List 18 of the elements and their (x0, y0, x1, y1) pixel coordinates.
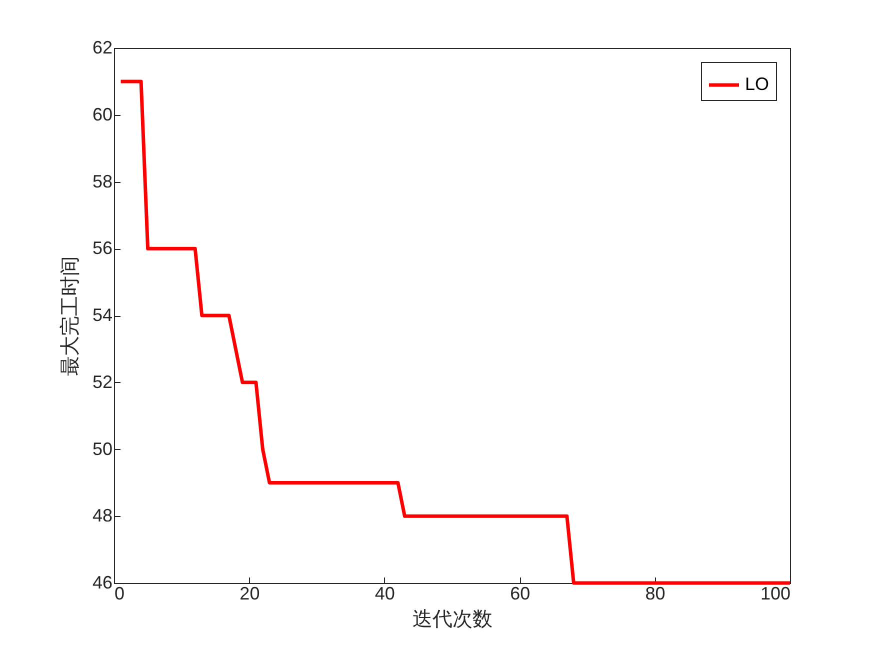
y-tick-label: 54 (92, 305, 112, 325)
y-tick-label: 56 (92, 238, 112, 258)
y-tick-label: 46 (92, 572, 112, 592)
y-tick-label: 50 (92, 438, 112, 459)
x-tick-label: 40 (374, 584, 395, 604)
y-tick-label: 52 (92, 372, 112, 392)
x-tick-label: 0 (114, 584, 125, 604)
legend-label: LO (745, 74, 770, 94)
x-tick-label: 80 (645, 584, 666, 604)
y-tick-label: 62 (92, 38, 112, 58)
y-axis-title: 最大完工时间 (58, 256, 82, 376)
y-tick-label: 60 (92, 104, 112, 124)
x-axis-title: 迭代次数 (412, 608, 492, 630)
y-tick-label: 58 (92, 171, 112, 192)
x-tick-label: 60 (510, 584, 530, 604)
x-tick-label: 100 (760, 584, 790, 604)
y-tick-label: 48 (92, 506, 112, 526)
x-tick-label: 20 (240, 584, 260, 604)
